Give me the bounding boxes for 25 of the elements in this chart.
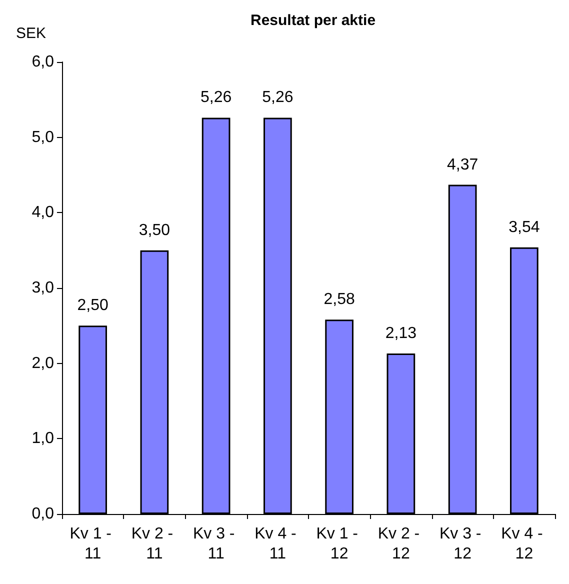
x-tick-label: Kv 2 - 11: [131, 526, 178, 562]
y-tick-label: 4,0: [32, 204, 54, 222]
x-tick-label: Kv 3 - 11: [192, 526, 240, 562]
y-tick-label: 1,0: [32, 430, 54, 448]
y-tick-label: 3,0: [32, 280, 54, 296]
y-tick-label: 6,0: [32, 54, 54, 70]
data-label: 2,58: [324, 291, 355, 308]
x-tick-label: Kv 4 - 11: [254, 526, 301, 562]
data-label: 2,50: [77, 297, 108, 314]
data-label: 4,37: [446, 156, 478, 174]
data-label: 2,13: [385, 325, 417, 342]
x-tick-label: Kv 1 - 12: [316, 526, 362, 562]
data-label: 5,26: [200, 89, 232, 106]
chart-title: Resultat per aktie: [250, 12, 376, 29]
x-tick-label: Kv 1 - 11: [70, 526, 116, 562]
data-label: 3,50: [138, 222, 170, 239]
y-tick-label: 2,0: [32, 354, 54, 372]
x-tick-label: Kv 3 - 12: [439, 526, 486, 562]
data-label: 5,26: [262, 89, 294, 106]
y-axis-title: SEK: [16, 25, 46, 42]
y-tick-label: 0,0: [32, 506, 54, 522]
data-label: 3,54: [508, 218, 540, 236]
y-tick-label: 5,0: [32, 128, 54, 146]
x-tick-label: Kv 4 - 12: [501, 526, 548, 562]
x-tick-label: Kv 2 - 12: [378, 526, 424, 562]
